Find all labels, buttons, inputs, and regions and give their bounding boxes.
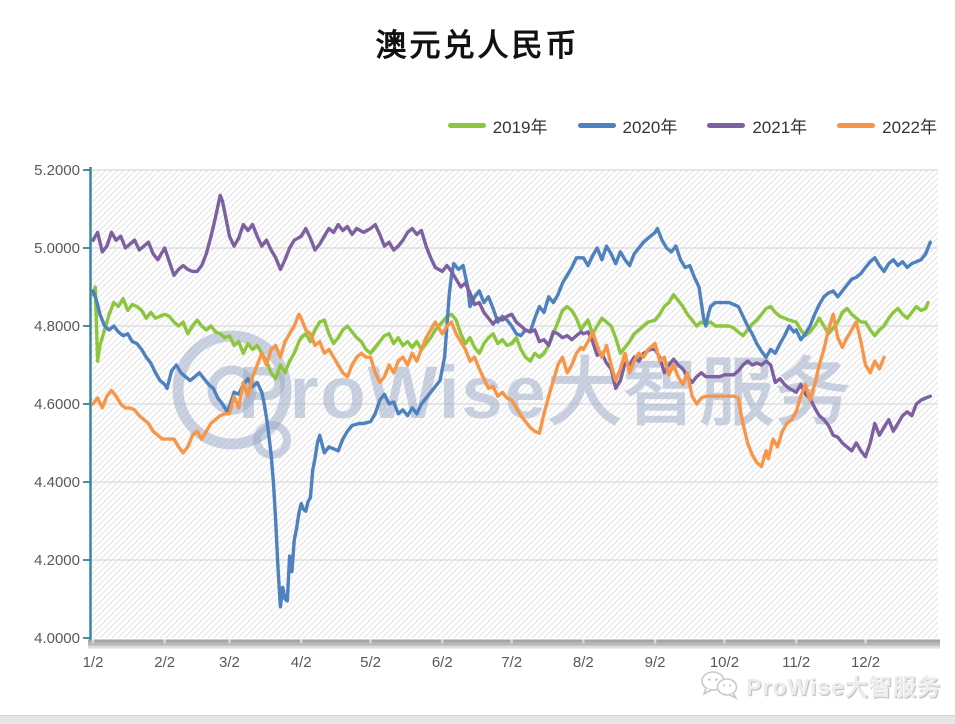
legend-swatch-2022-icon: [837, 123, 876, 128]
y-tick-label: 4.6000: [34, 396, 80, 413]
legend-label: 2021年: [752, 118, 808, 137]
series-line-2021年: [91, 193, 932, 459]
chart-title: 澳元兑人民币: [375, 28, 580, 64]
y-tick-label: 4.8000: [34, 318, 80, 335]
x-tick-label: 4/2: [291, 654, 312, 671]
x-tick-label: 11/2: [782, 654, 810, 671]
series-line-2019年: [91, 285, 930, 381]
y-tick-label: 5.2000: [34, 162, 80, 179]
y-tick-label: 4.2000: [34, 552, 80, 569]
x-axis-labels: 1/2 2/2 3/2 4/2 5/2 6/2 7/2 8/2 9/2 10/2 11/2 12/2: [83, 654, 881, 671]
legend-swatch-2019-icon: [447, 123, 486, 128]
legend-swatch-2021-icon: [707, 123, 746, 128]
x-tick-label: 9/2: [645, 654, 666, 671]
wechat-bubbles-icon: [701, 671, 739, 700]
x-tick-label: 12/2: [851, 654, 880, 671]
x-tick-label: 2/2: [154, 654, 175, 671]
x-tick-label: 6/2: [432, 654, 453, 671]
series-line-2020年: [91, 226, 932, 609]
x-tick-label: 10/2: [710, 654, 739, 671]
legend: 2019年 2020年 2021年 2022年: [447, 113, 937, 138]
y-tick-label: 4.4000: [34, 474, 80, 491]
x-tick-label: 7/2: [501, 654, 522, 671]
legend-item-2021: 2021年: [707, 113, 807, 138]
x-axis: [88, 639, 940, 649]
y-axis-labels: 5.2000 5.0000 4.8000 4.6000 4.4000 4.2000 4.00…: [34, 162, 80, 647]
brand-footer: ProWise大智服务: [700, 668, 941, 702]
legend-item-2022: 2022年: [837, 113, 937, 138]
x-tick-label: 8/2: [573, 654, 594, 671]
bottom-edge-band: [0, 715, 955, 724]
x-tick-label: 1/2: [83, 654, 104, 671]
y-tick-label: 5.0000: [34, 240, 80, 257]
legend-label: 2020年: [622, 118, 678, 137]
y-tick-label: 4.0000: [34, 630, 80, 647]
legend-item-2019: 2019年: [447, 113, 548, 138]
x-tick-label: 5/2: [360, 654, 381, 671]
x-tick-label: 3/2: [219, 654, 240, 671]
legend-swatch-2020-icon: [577, 123, 616, 128]
brand-text: ProWise大智服务: [746, 674, 941, 700]
legend-label: 2019年: [492, 118, 548, 137]
legend-item-2020: 2020年: [577, 113, 678, 138]
legend-label: 2022年: [882, 118, 937, 137]
series-line-2022年: [91, 312, 886, 469]
